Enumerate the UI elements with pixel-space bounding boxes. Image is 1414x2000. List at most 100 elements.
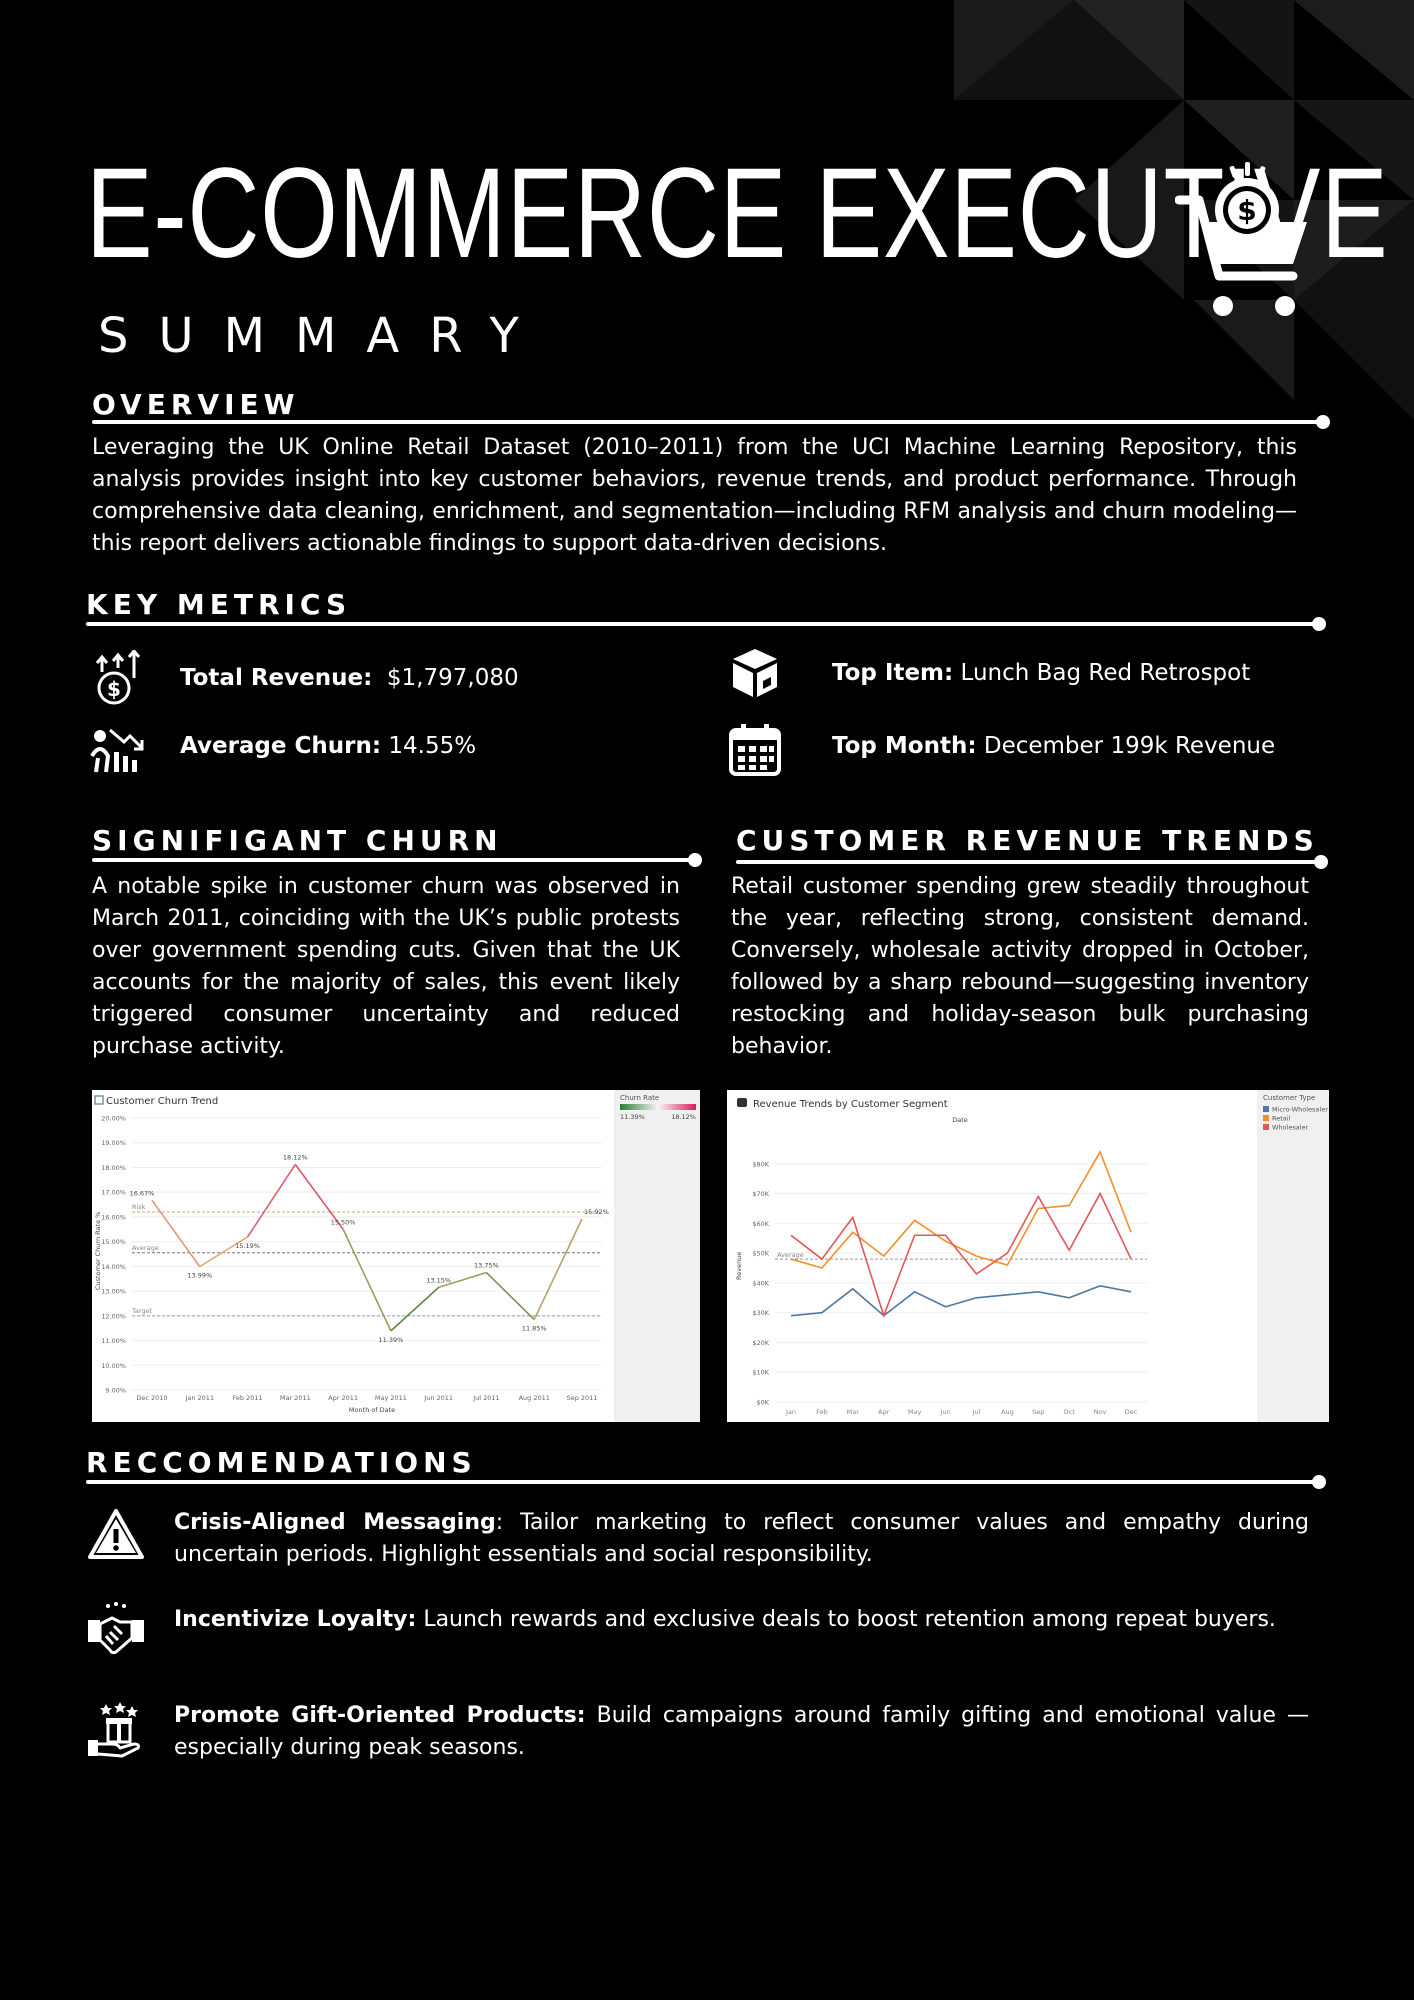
recommendations-heading: RECCOMENDATIONS <box>86 1446 477 1479</box>
data-label: 18.12% <box>283 1153 308 1161</box>
reference-line-label: Average <box>777 1251 804 1259</box>
page-title: E-COMMERCE EXECUTIVE <box>86 142 1389 285</box>
x-tick-label: Jan 2011 <box>184 1394 214 1402</box>
legend-swatch <box>1263 1115 1269 1121</box>
x-tick-label: Apr 2011 <box>328 1394 358 1402</box>
y-tick-label: 18.00% <box>101 1164 126 1172</box>
box-icon <box>733 649 777 697</box>
y-tick-label: 12.00% <box>101 1312 126 1320</box>
x-tick-label: Dec 2010 <box>136 1394 167 1402</box>
legend-max: 18.12% <box>671 1113 696 1121</box>
legend-label: Wholesaler <box>1272 1124 1309 1132</box>
x-tick-label: Apr <box>878 1408 890 1416</box>
warning-icon <box>88 1509 144 1559</box>
metric-top-month: Top Month: December 199k Revenue <box>832 733 1275 759</box>
series-line-segment <box>390 1286 440 1332</box>
recommendation-3: Promote Gift-Oriented Products: Build ca… <box>174 1700 1309 1764</box>
separator: : <box>495 1510 521 1535</box>
data-label: 15.19% <box>235 1242 260 1250</box>
revenue-heading: CUSTOMER REVENUE TRENDS <box>736 824 1319 857</box>
shopping-cart-icon: $ <box>1175 162 1307 316</box>
y-tick-label: $60K <box>752 1220 769 1228</box>
churn-heading: SIGNIFIGANT CHURN <box>92 824 503 857</box>
revenue-icon: $ <box>95 650 141 705</box>
y-tick-label: $0K <box>756 1399 769 1407</box>
revenue-divider <box>736 855 1328 869</box>
x-tick-label: Feb 2011 <box>232 1394 262 1402</box>
legend-swatch <box>1263 1124 1269 1130</box>
reference-line-label: Target <box>131 1307 153 1315</box>
legend-swatch <box>1263 1106 1269 1112</box>
metric-average-churn: Average Churn: 14.55% <box>180 733 476 759</box>
overview-divider <box>92 415 1330 429</box>
x-axis-label: Date <box>952 1116 968 1124</box>
handshake-icon <box>88 1602 144 1655</box>
reference-line-label: Risk <box>132 1203 146 1211</box>
metric-value: $1,797,080 <box>386 665 519 691</box>
overview-heading: OVERVIEW <box>92 388 300 421</box>
recommendation-text: Launch rewards and exclusive deals to bo… <box>423 1607 1276 1632</box>
legend-title: Customer Type <box>1263 1094 1315 1102</box>
y-tick-label: $30K <box>752 1309 769 1317</box>
x-tick-label: Aug <box>1001 1408 1014 1416</box>
y-tick-label: $40K <box>752 1279 769 1287</box>
x-tick-label: Sep 2011 <box>567 1394 598 1402</box>
series-line <box>790 1150 1132 1269</box>
legend-label: Retail <box>1272 1115 1291 1123</box>
x-tick-label: Feb <box>816 1408 828 1416</box>
y-tick-label: $80K <box>752 1160 769 1168</box>
x-tick-label: Jul 2011 <box>472 1394 499 1402</box>
metric-label: Top Month: <box>832 733 977 759</box>
data-label: 11.39% <box>378 1336 403 1344</box>
recommendation-text: Tailor marketing to reflect consumer val… <box>174 1510 1310 1567</box>
y-tick-label: 20.00% <box>101 1115 126 1123</box>
metric-label: Average Churn: <box>180 733 382 759</box>
x-tick-label: Oct <box>1064 1408 1076 1416</box>
y-tick-label: 19.00% <box>101 1139 126 1147</box>
y-tick-label: 14.00% <box>101 1263 126 1271</box>
recommendations-divider <box>86 1475 1326 1489</box>
x-tick-label: Mar 2011 <box>280 1394 311 1402</box>
recommendation-text: Build campaigns around family gifting an… <box>174 1703 1309 1760</box>
y-tick-label: 15.00% <box>101 1238 126 1246</box>
key-metrics-heading: KEY METRICS <box>86 588 352 621</box>
separator <box>586 1703 597 1728</box>
metric-top-item: Top Item: Lunch Bag Red Retrospot <box>832 660 1250 686</box>
gift-icon <box>88 1702 140 1758</box>
churn-trend-chart: Customer Churn Trend Churn Rate 11.39% 1… <box>92 1090 700 1422</box>
x-tick-label: Dec <box>1125 1408 1138 1416</box>
x-tick-label: Nov <box>1094 1408 1107 1416</box>
data-label: 13.99% <box>187 1272 212 1280</box>
reference-line-label: Average <box>132 1244 159 1252</box>
data-label: 13.75% <box>474 1262 499 1270</box>
series-line <box>790 1191 1132 1319</box>
x-tick-label: May 2011 <box>375 1394 407 1402</box>
metric-label: Total Revenue: <box>180 665 373 691</box>
churn-divider <box>92 853 702 867</box>
series-line-segment <box>294 1164 344 1230</box>
page-subtitle: SUMMARY <box>98 308 549 364</box>
y-tick-label: $50K <box>752 1250 769 1258</box>
y-axis-label: Revenue <box>735 1252 743 1280</box>
overview-text: Leveraging the UK Online Retail Dataset … <box>92 435 1297 556</box>
churn-icon <box>90 728 144 773</box>
x-axis-label: Month of Date <box>349 1406 395 1414</box>
x-tick-label: Sep <box>1032 1408 1044 1416</box>
x-tick-label: Jun 2011 <box>423 1394 453 1402</box>
y-tick-label: 13.00% <box>101 1288 126 1296</box>
chart-title: Customer Churn Trend <box>106 1096 218 1107</box>
series-line-segment <box>485 1271 535 1321</box>
x-tick-label: Mar <box>847 1408 860 1416</box>
revenue-trend-chart: Revenue Trends by Customer Segment Date … <box>727 1090 1329 1422</box>
legend-label: Micro-Wholesaler <box>1272 1106 1328 1114</box>
x-tick-label: May <box>908 1408 922 1416</box>
data-label: 16.67% <box>130 1189 155 1197</box>
legend-min: 11.39% <box>620 1113 645 1121</box>
metric-total-revenue: Total Revenue: $1,797,080 <box>180 665 519 691</box>
metric-value: Lunch Bag Red Retrospot <box>960 660 1251 686</box>
series-line-segment <box>533 1218 583 1320</box>
y-tick-label: 17.00% <box>101 1189 126 1197</box>
series-line-segment <box>151 1199 201 1268</box>
y-tick-label: 10.00% <box>101 1362 126 1370</box>
series-line-segment <box>342 1228 392 1332</box>
